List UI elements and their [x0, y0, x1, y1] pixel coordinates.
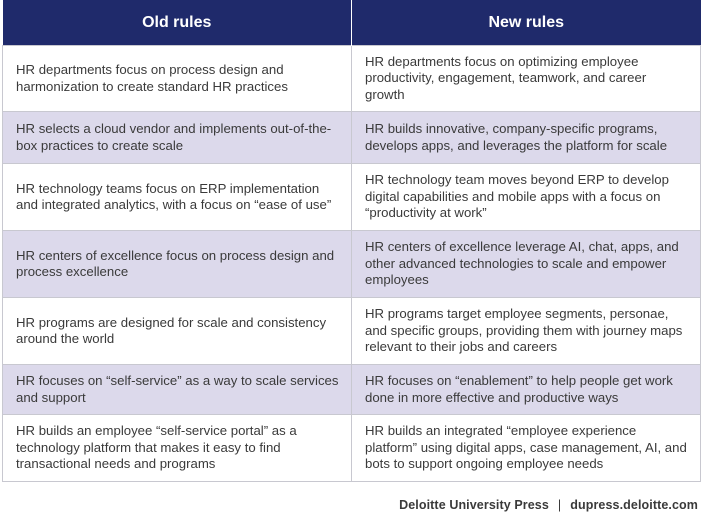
new-rule-cell: HR centers of excellence leverage AI, ch… — [351, 230, 701, 298]
new-rule-cell: HR builds an integrated “employee experi… — [351, 414, 701, 482]
source-credit: Deloitte University Press | dupress.deloit… — [399, 498, 698, 512]
old-rule-cell: HR departments focus on process design a… — [2, 45, 352, 112]
old-rule-cell: HR builds an employee “self-service port… — [2, 414, 352, 482]
new-rule-cell: HR builds innovative, company-specific p… — [351, 111, 701, 164]
table-header-row: Old rules New rules — [2, 0, 701, 46]
new-rule-cell: HR technology team moves beyond ERP to d… — [351, 163, 701, 231]
old-rules-header: Old rules — [2, 0, 352, 46]
old-rule-cell: HR selects a cloud vendor and implements… — [2, 111, 352, 164]
source-url[interactable]: dupress.deloitte.com — [570, 498, 698, 512]
table-row: HR programs are designed for scale and c… — [2, 297, 701, 365]
old-rule-cell: HR programs are designed for scale and c… — [2, 297, 352, 365]
new-rules-header: New rules — [351, 0, 701, 46]
table-row: HR departments focus on process design a… — [2, 45, 701, 112]
rules-comparison-table: Old rules New rules HR departments focus… — [2, 0, 701, 482]
table-row: HR centers of excellence focus on proces… — [2, 230, 701, 298]
old-rule-cell: HR centers of excellence focus on proces… — [2, 230, 352, 298]
table-row: HR focuses on “self-service” as a way to… — [2, 364, 701, 415]
table-row: HR builds an employee “self-service port… — [2, 414, 701, 482]
old-rule-cell: HR focuses on “self-service” as a way to… — [2, 364, 352, 415]
credit-separator: | — [557, 498, 562, 512]
old-rule-cell: HR technology teams focus on ERP impleme… — [2, 163, 352, 231]
table-row: HR selects a cloud vendor and implements… — [2, 111, 701, 164]
new-rule-cell: HR focuses on “enablement” to help peopl… — [351, 364, 701, 415]
new-rule-cell: HR programs target employee segments, pe… — [351, 297, 701, 365]
new-rule-cell: HR departments focus on optimizing emplo… — [351, 45, 701, 112]
table-row: HR technology teams focus on ERP impleme… — [2, 163, 701, 231]
rules-comparison-table-container: Old rules New rules HR departments focus… — [2, 0, 701, 482]
source-publisher: Deloitte University Press — [399, 498, 549, 512]
